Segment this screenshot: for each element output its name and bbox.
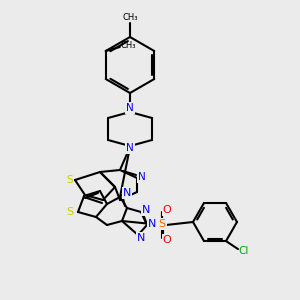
Text: N: N <box>137 233 145 243</box>
Text: S: S <box>158 219 166 229</box>
Text: N: N <box>148 219 156 229</box>
Text: CH₃: CH₃ <box>122 13 138 22</box>
Text: O: O <box>163 205 171 215</box>
Text: N: N <box>126 143 134 153</box>
Text: N: N <box>138 172 146 182</box>
Text: Cl: Cl <box>239 246 249 256</box>
Text: S: S <box>66 207 74 217</box>
Text: O: O <box>163 235 171 245</box>
Text: N: N <box>142 205 150 215</box>
Text: CH₃: CH₃ <box>120 40 136 50</box>
Text: S: S <box>67 175 73 185</box>
Text: N: N <box>126 103 134 113</box>
Text: N: N <box>123 188 131 198</box>
